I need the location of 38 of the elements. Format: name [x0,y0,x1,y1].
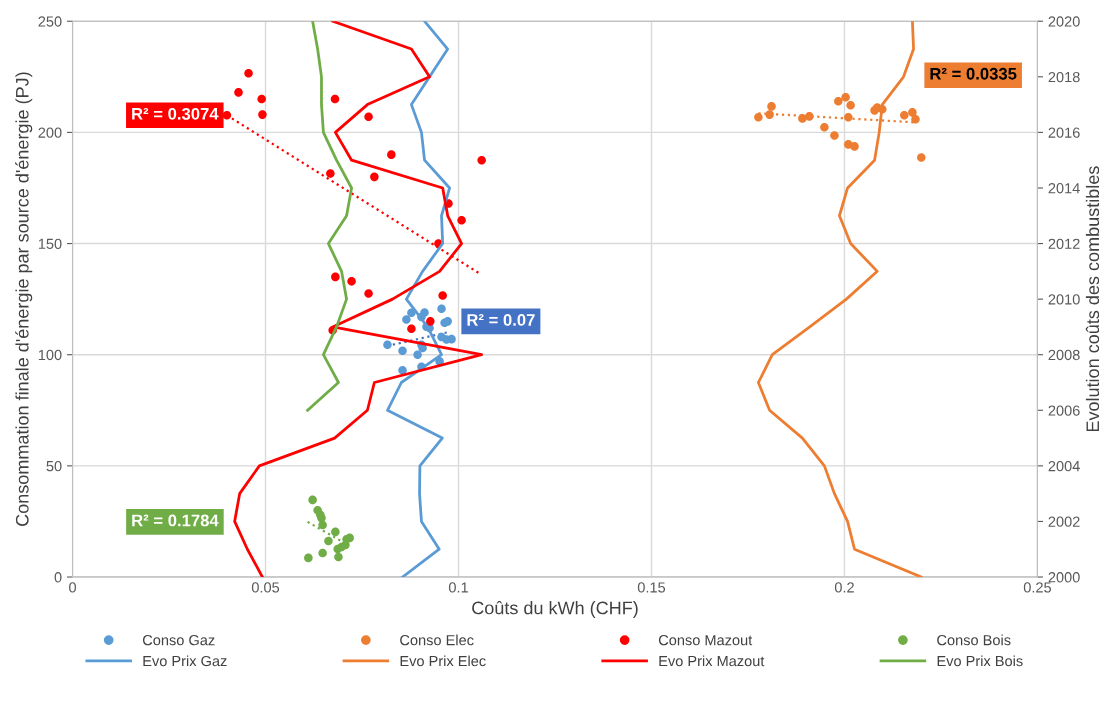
annotation: R² = 0.0335 [930,67,1017,80]
y-tick-label: 150 [38,238,62,249]
x-tick-label: 0.2 [834,582,854,593]
x-tick-label: 0.05 [251,582,280,593]
y-axis-title: Consommation finale d'énergie par source d'énergie (PJ) [15,72,33,526]
legend-label: Evo Prix Elec [400,655,486,667]
y2-tick-label: 2002 [1048,516,1080,527]
y2-tick-label: 2012 [1048,238,1080,249]
annotation: R² = 0.1784 [132,514,219,527]
legend-label: Evo Prix Bois [937,655,1023,667]
y-tick-label: 200 [38,127,62,138]
legend-label: Conso Mazout [658,634,753,646]
legend-label: Evo Prix Mazout [659,655,765,667]
y2-tick-label: 2016 [1048,127,1080,138]
y-tick-label: 250 [38,16,62,27]
y2-tick-label: 2014 [1048,183,1080,194]
legend-label: Conso Gaz [142,634,215,646]
y2-tick-label: 2010 [1048,294,1080,305]
y2-tick-label: 2008 [1048,349,1080,361]
x-tick-label: 0 [69,582,77,593]
y2-axis-title: Evolution coûts des combustibles [1085,166,1099,432]
x-tick-label: 0.15 [637,582,666,593]
legend-label: Conso Bois [937,634,1011,646]
y2-tick-label: 2000 [1048,572,1080,583]
y-tick-label: 0 [54,572,62,583]
legend-label: Evo Prix Gaz [143,655,227,667]
legend-label: Conso Elec [400,634,474,646]
y2-tick-label: 2006 [1048,405,1080,416]
y2-tick-label: 2020 [1048,16,1080,27]
y-tick-label: 100 [38,349,62,361]
x-axis-title: Coûts du kWh (CHF) [472,601,638,618]
y-tick-label: 50 [46,460,62,472]
x-tick-label: 0.1 [448,582,468,593]
x-tick-label: 0.25 [1023,582,1052,593]
annotation: R² = 0.3074 [132,107,219,120]
y2-tick-label: 2018 [1048,71,1080,83]
annotation: R² = 0.07 [467,314,535,326]
y2-tick-label: 2004 [1048,460,1080,472]
